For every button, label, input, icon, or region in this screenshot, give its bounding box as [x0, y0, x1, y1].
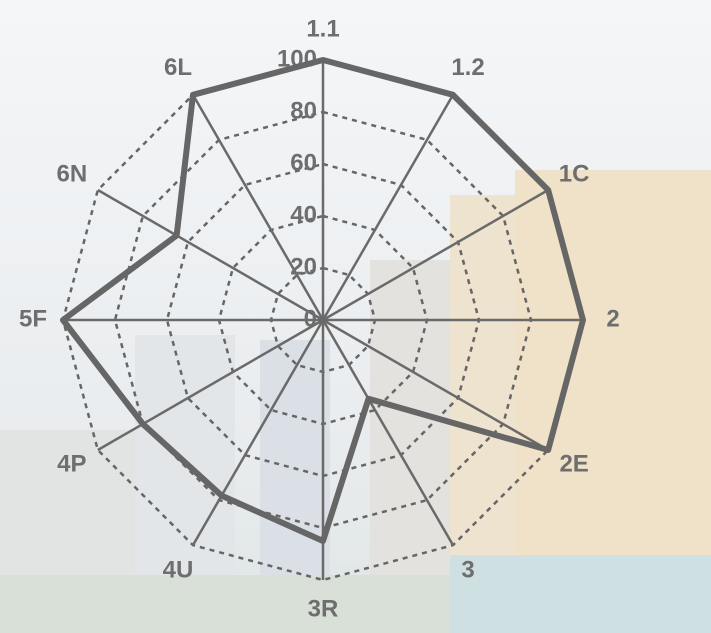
axis-line [97, 188, 324, 322]
axis-label: 3 [461, 556, 474, 583]
axis-label: 2E [559, 450, 588, 477]
axis-label: 3R [308, 595, 339, 622]
axis-line [97, 318, 324, 452]
axis-label: 6L [164, 54, 192, 81]
axis-label: 1.1 [306, 15, 339, 42]
axis-label: 1C [559, 160, 590, 187]
axis-label: 5F [19, 305, 47, 332]
r-tick-label: 0 [304, 305, 317, 332]
axis-line [191, 94, 325, 321]
r-tick-label: 20 [290, 253, 317, 280]
axis-line [322, 318, 549, 452]
axis-label: 4P [57, 450, 86, 477]
axis-line [321, 319, 455, 546]
axis-line [322, 188, 549, 322]
axis-label: 2 [606, 305, 619, 332]
axis-line [191, 319, 325, 546]
axis-line [321, 94, 455, 321]
r-tick-label: 40 [290, 201, 317, 228]
axis-label: 1.2 [451, 54, 484, 81]
axis-label: 4U [163, 556, 194, 583]
r-tick-label: 60 [290, 149, 317, 176]
data-line [60, 57, 586, 544]
axis-label: 6N [57, 160, 88, 187]
r-tick-label: 80 [290, 97, 317, 124]
